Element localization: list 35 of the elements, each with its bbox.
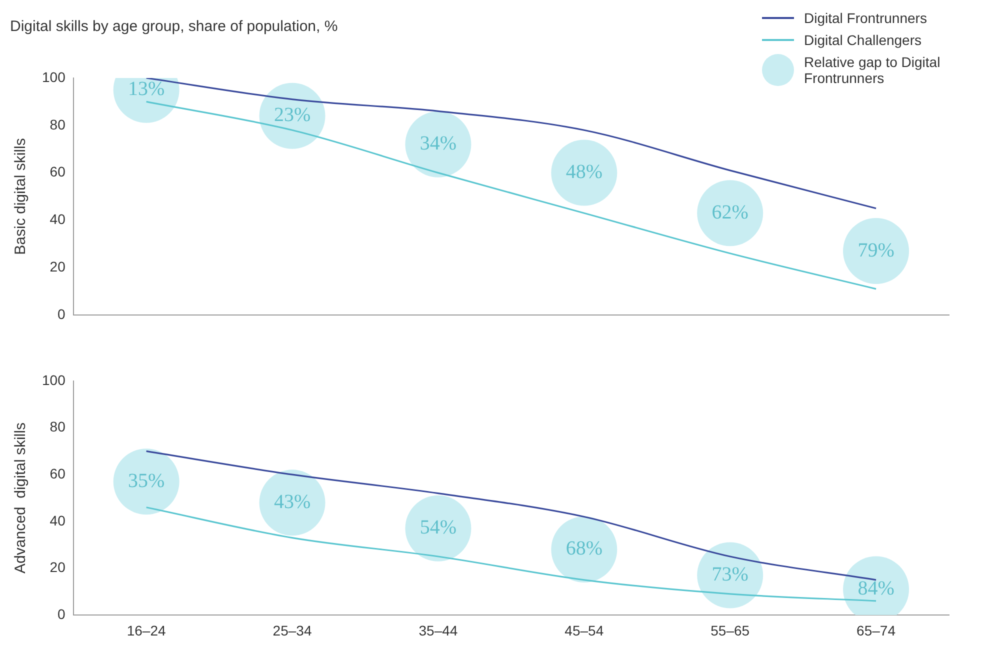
y-tick-label: 40	[50, 211, 66, 228]
annotation: 34%	[420, 132, 457, 155]
x-tick-label: 65–74	[856, 622, 896, 638]
y-axis-title: Advanced digital skills	[12, 422, 30, 574]
legend-label: Digital Frontrunners	[804, 10, 927, 26]
y-tick-label: 20	[50, 559, 66, 576]
annotation: 62%	[712, 201, 748, 224]
y-tick-label: 60	[50, 465, 66, 482]
x-tick-label: 55–65	[710, 622, 750, 638]
annotation: 35%	[128, 470, 165, 492]
y-tick-label: 80	[50, 116, 66, 132]
legend-label: Relative gap to Digital Frontrunners	[804, 54, 942, 86]
legend-label: Digital Challengers	[804, 32, 922, 48]
chart-title: Digital skills by age group, share of population, %	[10, 18, 338, 35]
y-tick-label: 0	[58, 306, 66, 322]
annotation: 48%	[566, 161, 602, 184]
x-tick-label: 45–54	[564, 622, 604, 638]
annotation: 54%	[420, 516, 457, 539]
y-axis-title: Basic digital skills	[12, 138, 30, 255]
annotation: 43%	[274, 490, 311, 513]
y-tick-label: 100	[42, 372, 66, 388]
annotation: 84%	[858, 578, 894, 600]
y-tick-label: 20	[50, 258, 66, 274]
x-tick-label: 16–24	[126, 622, 166, 638]
y-tick-label: 60	[50, 164, 66, 180]
annotation: 79%	[858, 239, 894, 262]
y-tick-label: 40	[50, 512, 66, 528]
x-tick-label: 35–44	[418, 622, 458, 638]
annotation: 23%	[274, 104, 311, 126]
annotation: 73%	[712, 563, 748, 586]
y-tick-label: 80	[50, 418, 66, 435]
y-tick-label: 100	[42, 68, 66, 85]
y-tick-label: 0	[58, 606, 66, 622]
x-tick-label: 25–34	[272, 622, 312, 638]
annotation: 68%	[566, 538, 602, 560]
